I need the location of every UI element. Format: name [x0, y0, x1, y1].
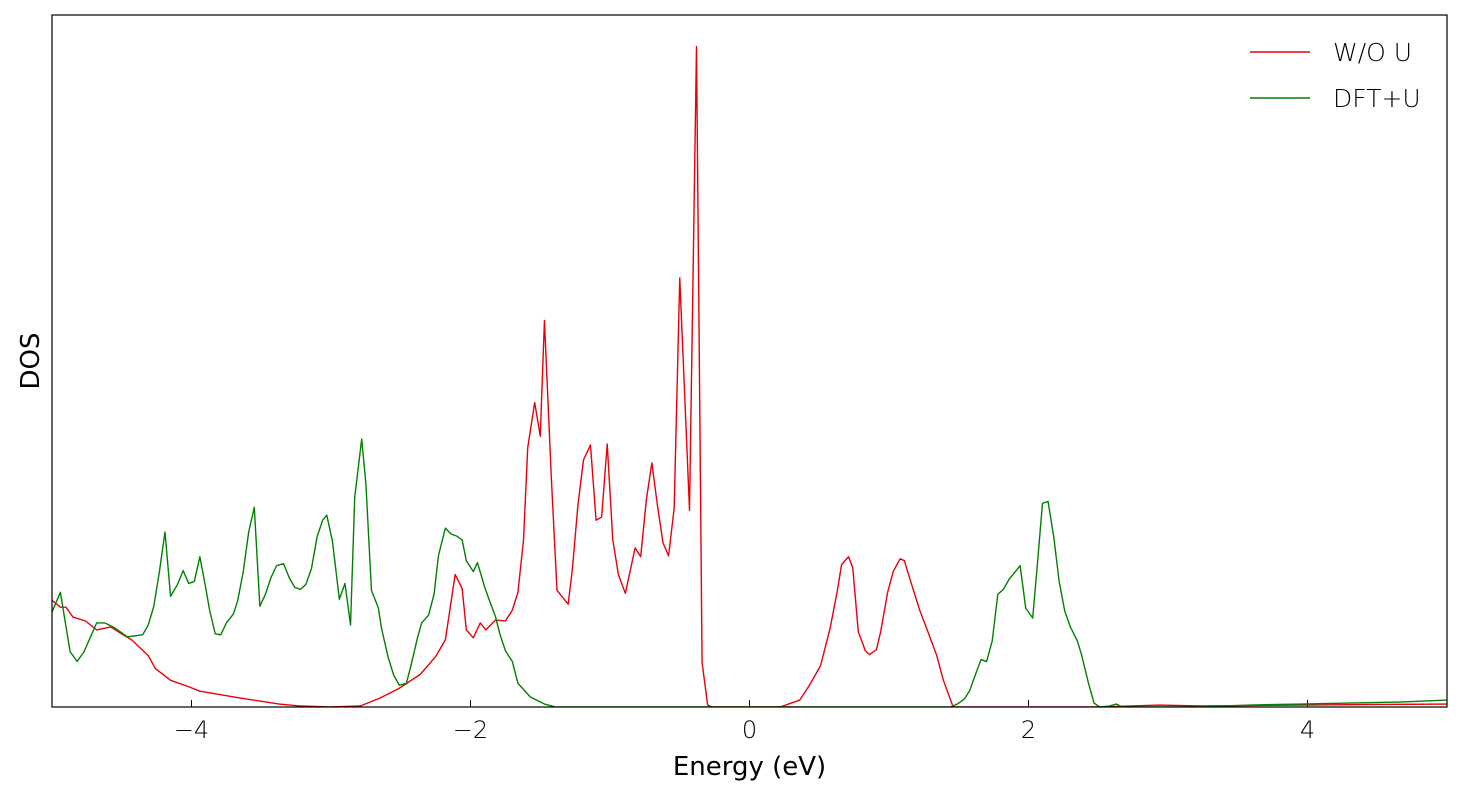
x-tick-label: −2 — [453, 716, 488, 744]
plot-frame — [51, 14, 1448, 708]
x-tick-label: 4 — [1300, 716, 1315, 744]
series-line — [52, 45, 1447, 707]
x-axis-label: Energy (eV) — [673, 752, 826, 782]
x-tick-label: 2 — [1021, 716, 1036, 744]
x-tick-label: −4 — [174, 716, 209, 744]
legend-label: W/O U — [1333, 38, 1412, 67]
x-tick-label: 0 — [742, 716, 757, 744]
series-line — [52, 438, 1447, 707]
legend-label: DFT+U — [1333, 84, 1421, 113]
y-axis-label: DOS — [16, 333, 46, 390]
